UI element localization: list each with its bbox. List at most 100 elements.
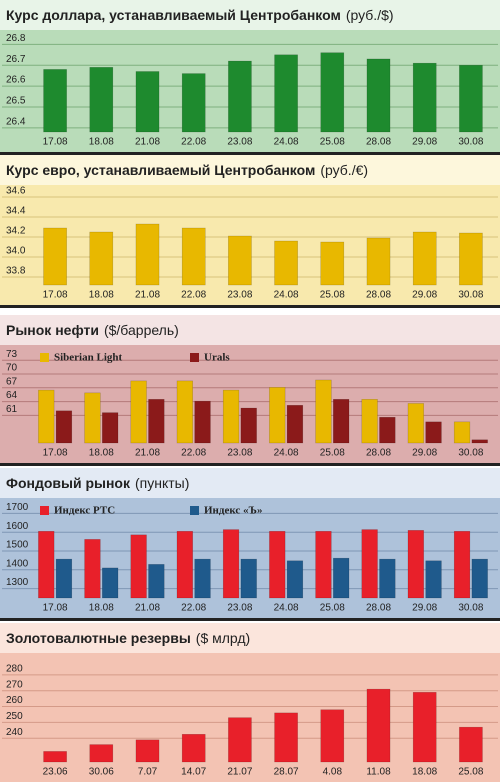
separator xyxy=(0,618,500,621)
x-tick-label: 29.08 xyxy=(412,137,437,148)
bar xyxy=(43,69,67,133)
bar xyxy=(228,235,252,286)
x-tick-label: 18.08 xyxy=(412,767,437,778)
x-tick-label: 21.08 xyxy=(135,290,160,301)
x-tick-label: 7.07 xyxy=(138,767,158,778)
bar xyxy=(181,227,206,286)
y-tick-label: 26.8 xyxy=(6,33,26,44)
bar xyxy=(274,712,298,763)
subtitle: (руб./$) xyxy=(346,7,394,23)
bar xyxy=(274,54,298,133)
x-tick-label: 17.08 xyxy=(43,603,68,614)
y-tick-label: 67 xyxy=(6,376,18,387)
x-tick-label: 30.08 xyxy=(458,448,483,459)
bar xyxy=(222,389,240,444)
y-tick-label: 1400 xyxy=(6,558,29,569)
x-tick-label: 30.08 xyxy=(458,603,483,614)
x-tick-label: 17.08 xyxy=(43,290,68,301)
x-tick-label: 25.08 xyxy=(320,137,345,148)
chart-title: Рынок нефти ($/баррель) xyxy=(6,322,179,338)
chart-title: Курс доллара, устанавливаемый Центробанк… xyxy=(6,7,394,23)
x-tick-label: 21.08 xyxy=(135,448,160,459)
x-tick-label: 25.08 xyxy=(320,603,345,614)
y-tick-label: 64 xyxy=(6,390,18,401)
y-tick-label: 270 xyxy=(6,679,23,690)
bar xyxy=(407,530,424,599)
bar xyxy=(320,241,345,286)
y-tick-label: 240 xyxy=(6,727,23,738)
bar xyxy=(135,71,160,133)
bar xyxy=(102,412,119,444)
x-tick-label: 23.06 xyxy=(43,767,68,778)
bar xyxy=(320,709,345,763)
bar xyxy=(315,531,332,599)
y-tick-label: 1700 xyxy=(6,502,29,513)
y-tick-label: 34.0 xyxy=(6,246,26,257)
x-tick-label: 25.08 xyxy=(320,448,345,459)
y-tick-label: 61 xyxy=(6,404,18,415)
y-tick-label: 26.5 xyxy=(6,96,26,107)
x-tick-label: 28.08 xyxy=(366,603,391,614)
bar xyxy=(38,389,55,444)
x-tick-label: 18.08 xyxy=(89,137,114,148)
subtitle: (пункты) xyxy=(135,475,189,491)
x-tick-label: 22.08 xyxy=(181,137,206,148)
x-tick-label: 30.08 xyxy=(458,137,483,148)
legend-swatch xyxy=(190,353,199,362)
bar xyxy=(471,558,488,599)
x-tick-label: 28.08 xyxy=(366,137,391,148)
x-tick-label: 18.08 xyxy=(89,603,114,614)
bar xyxy=(269,531,286,599)
bar xyxy=(269,387,286,444)
bar xyxy=(425,421,442,444)
y-tick-label: 34.2 xyxy=(6,226,26,237)
bar xyxy=(240,407,257,444)
bar xyxy=(148,399,165,444)
bar xyxy=(194,400,211,444)
x-tick-label: 28.08 xyxy=(366,448,391,459)
x-tick-label: 30.06 xyxy=(89,767,114,778)
separator xyxy=(0,305,500,308)
bar xyxy=(274,240,298,286)
bar xyxy=(412,231,437,286)
title-band xyxy=(0,0,500,30)
bar xyxy=(102,567,119,599)
title-text: Рынок нефти xyxy=(6,322,99,338)
x-tick-label: 11.08 xyxy=(366,767,391,778)
bar xyxy=(222,529,240,599)
x-tick-label: 21.07 xyxy=(227,767,252,778)
x-tick-label: 29.08 xyxy=(412,290,437,301)
y-tick-label: 34.6 xyxy=(6,186,26,197)
y-tick-label: 26.4 xyxy=(6,116,26,127)
x-tick-label: 22.08 xyxy=(181,448,206,459)
legend-label: Индекс РТС xyxy=(54,505,115,517)
bar xyxy=(379,558,396,599)
bar xyxy=(459,232,483,286)
y-tick-label: 260 xyxy=(6,695,23,706)
subtitle: ($ млрд) xyxy=(196,630,250,646)
bar xyxy=(84,392,101,444)
separator xyxy=(0,463,500,466)
title-text: Золотовалютные резервы xyxy=(6,630,191,646)
bar xyxy=(320,52,345,133)
x-tick-label: 24.08 xyxy=(274,137,299,148)
bar xyxy=(407,403,424,444)
y-tick-label: 34.4 xyxy=(6,206,26,217)
x-tick-label: 21.08 xyxy=(135,137,160,148)
legend-swatch xyxy=(40,506,49,515)
bar xyxy=(135,739,160,763)
subtitle: ($/баррель) xyxy=(104,322,179,338)
bar xyxy=(181,73,206,133)
x-tick-label: 18.08 xyxy=(89,448,114,459)
bar xyxy=(471,439,488,444)
title-text: Курс доллара, устанавливаемый Центробанк… xyxy=(6,7,341,23)
y-tick-label: 73 xyxy=(6,349,18,360)
bar xyxy=(176,380,193,444)
bar xyxy=(181,734,206,763)
x-tick-label: 23.08 xyxy=(227,137,252,148)
x-tick-label: 25.08 xyxy=(458,767,483,778)
x-tick-label: 29.08 xyxy=(412,448,437,459)
legend-label: Urals xyxy=(204,352,230,364)
x-tick-label: 30.08 xyxy=(458,290,483,301)
